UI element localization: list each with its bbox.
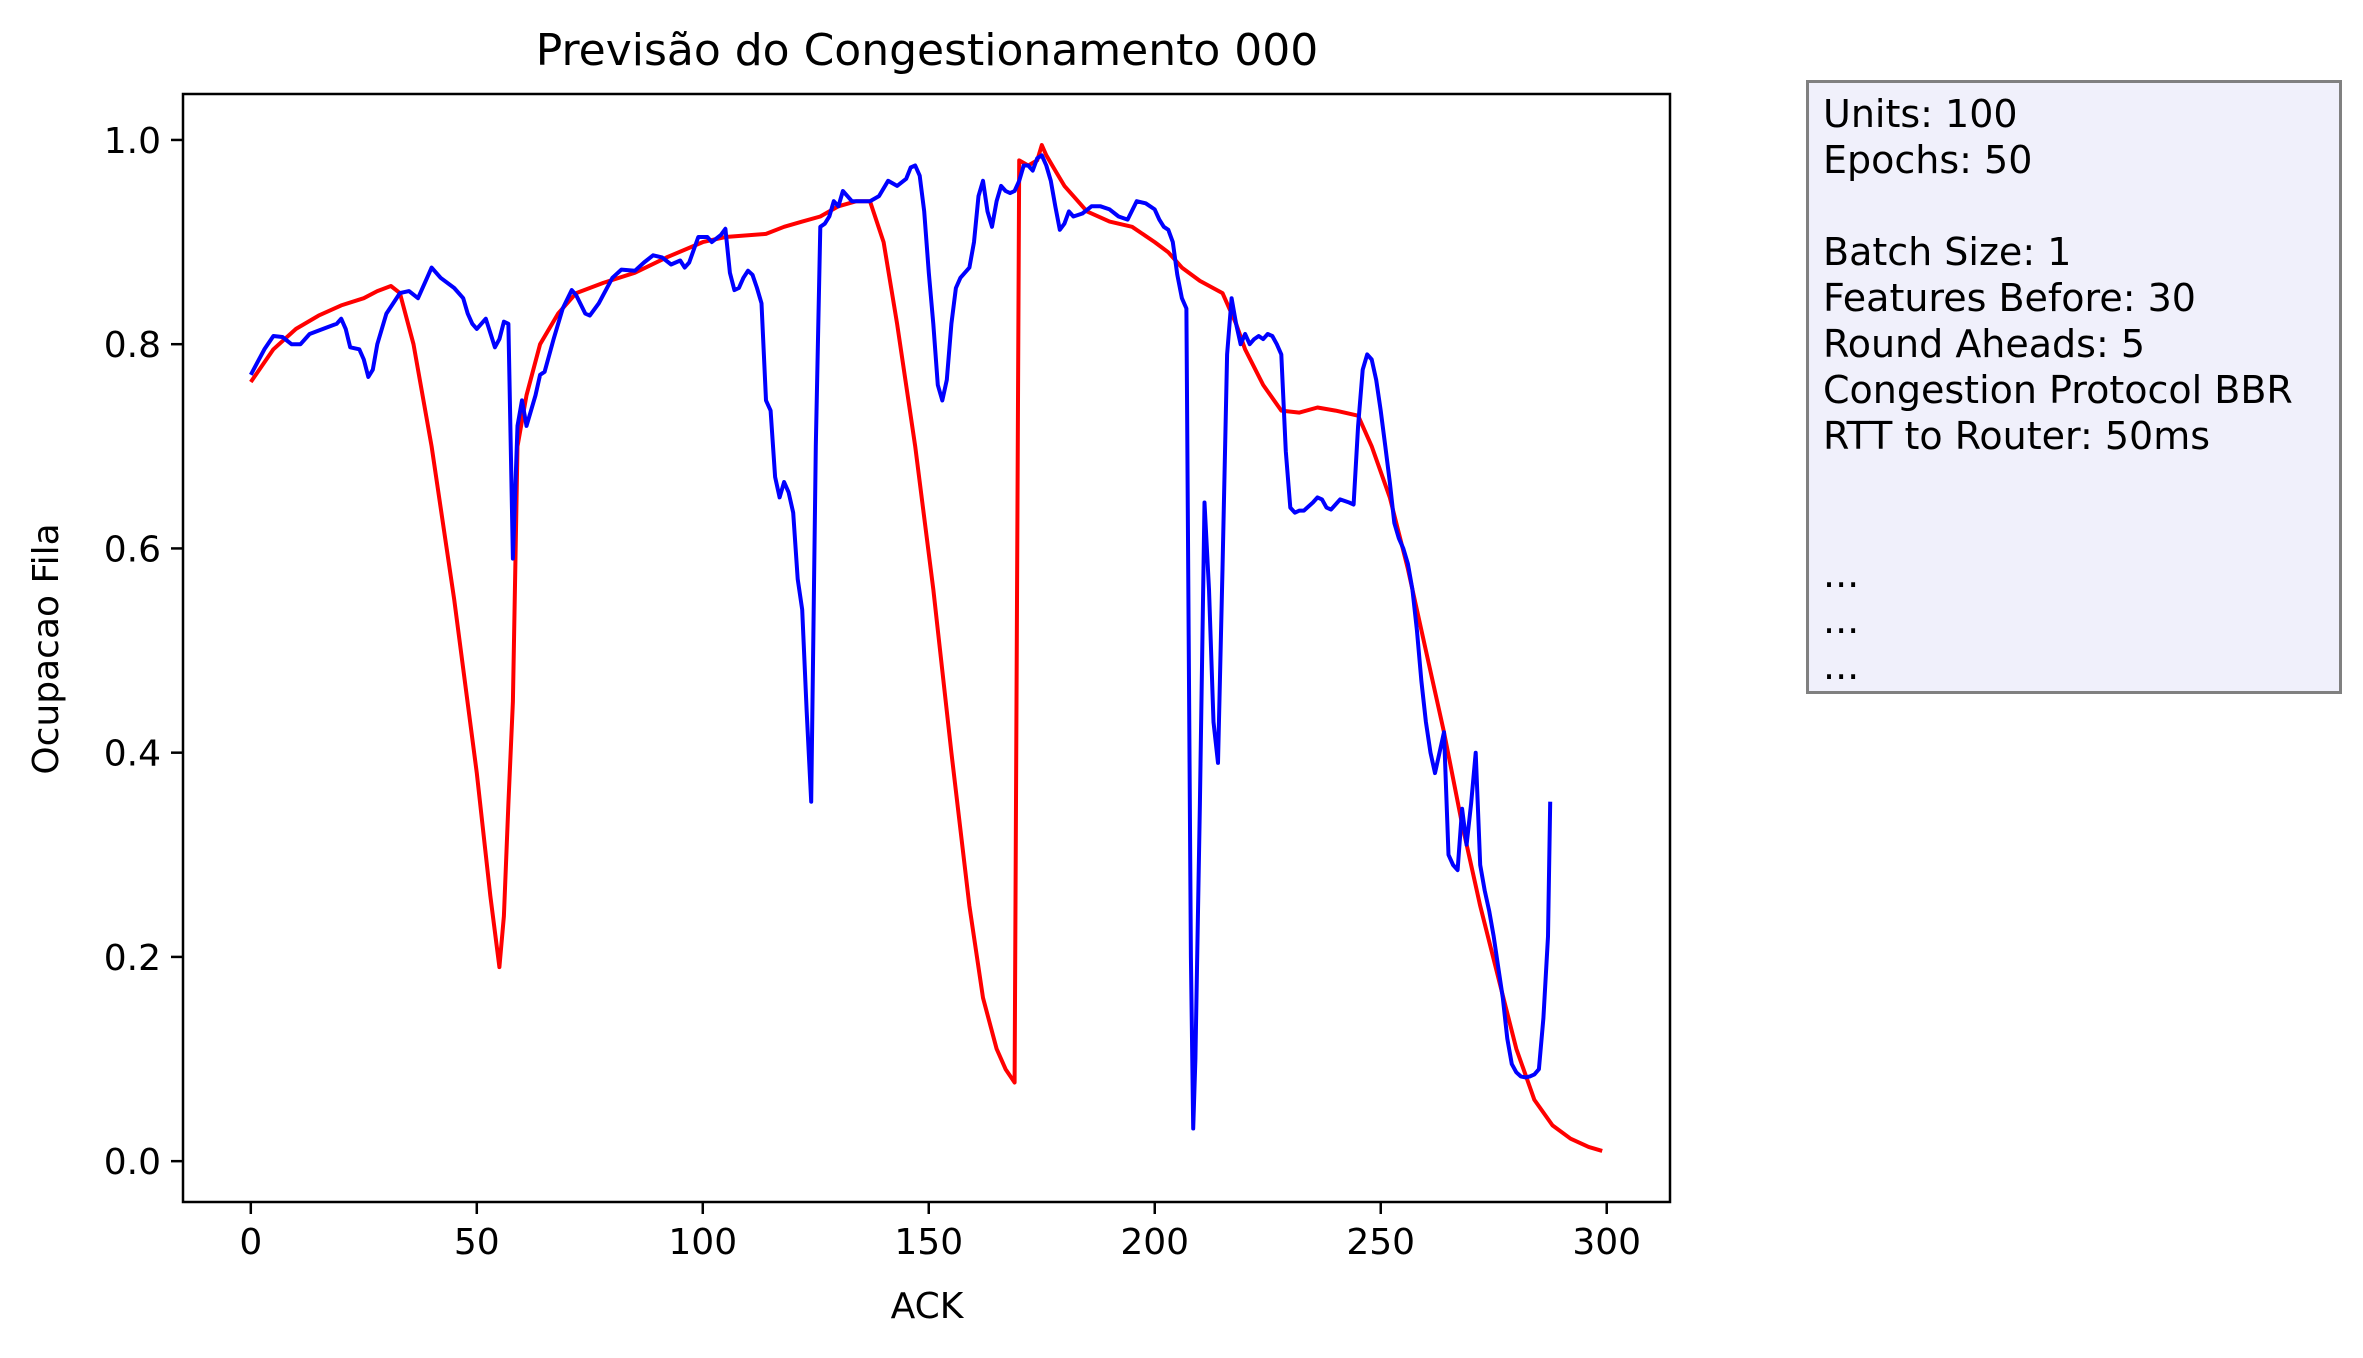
x-tick-label: 150: [894, 1222, 963, 1263]
plot-frame: [181, 92, 1672, 1204]
x-axis: 0 50 100 150 200 250 300: [239, 1202, 1641, 1263]
info-line: Congestion Protocol BBR: [1823, 368, 2293, 412]
x-tick-label: 50: [454, 1222, 500, 1263]
info-line: Round Aheads: 5: [1823, 322, 2146, 366]
model-parameters-box: Units: 100 Epochs: 50 Batch Size: 1 Feature…: [1806, 80, 2342, 694]
y-tick-label: 1.0: [104, 121, 161, 162]
series-line-1: [249, 143, 1603, 1153]
info-line: ...: [1823, 644, 1860, 688]
y-tick-label: 0.4: [104, 734, 161, 775]
chart-title: Previsão do Congestionamento 000: [536, 25, 1319, 76]
y-tick-label: 0.6: [104, 529, 161, 570]
info-line: [1823, 459, 2339, 505]
info-line: [1823, 183, 2339, 229]
info-line: Batch Size: 1: [1823, 230, 2072, 274]
series-line-2: [249, 153, 1553, 1131]
x-axis-title: ACK: [891, 1286, 965, 1327]
x-tick-label: 300: [1572, 1222, 1641, 1263]
x-tick-label: 0: [239, 1222, 262, 1263]
info-line: [1823, 505, 2339, 551]
y-tick-label: 0.2: [104, 938, 161, 979]
y-axis: 0.0 0.2 0.4 0.6 0.8 1.0: [104, 121, 183, 1183]
info-line: Epochs: 50: [1823, 138, 2033, 182]
x-tick-label: 250: [1346, 1222, 1415, 1263]
x-tick-label: 200: [1120, 1222, 1189, 1263]
info-line: ...: [1823, 598, 1860, 642]
y-axis-title: Ocupacao Fila: [26, 523, 67, 774]
x-tick-label: 100: [668, 1222, 737, 1263]
y-tick-label: 0.0: [104, 1142, 161, 1183]
info-line: RTT to Router: 50ms: [1823, 414, 2211, 458]
info-line: Features Before: 30: [1823, 276, 2196, 320]
info-line: ...: [1823, 552, 1860, 596]
info-line: Units: 100: [1823, 92, 2018, 136]
y-tick-label: 0.8: [104, 325, 161, 366]
series-layer: [249, 143, 1603, 1153]
